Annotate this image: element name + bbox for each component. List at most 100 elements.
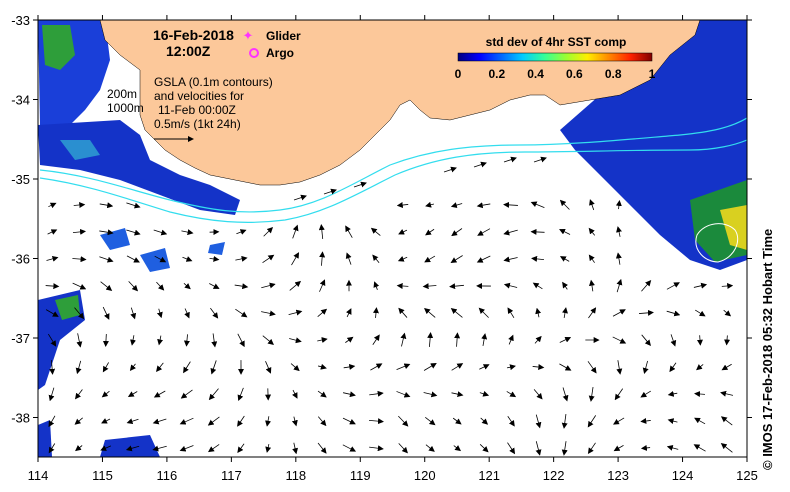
velocity-arrow (666, 444, 679, 451)
velocity-arrow (368, 418, 384, 425)
velocity-arrow (454, 332, 461, 347)
velocity-arrow (182, 256, 193, 262)
velocity-arrow (613, 445, 624, 452)
velocity-arrow (503, 229, 518, 236)
velocity-arrow (721, 363, 732, 371)
velocity-arrow (75, 360, 82, 375)
velocity-arrow (425, 444, 435, 452)
velocity-arrow (99, 256, 114, 263)
velocity-arrow (640, 390, 651, 398)
velocity-arrow (74, 417, 83, 425)
velocity-arrow (530, 201, 545, 208)
velocity-arrow (100, 281, 113, 291)
velocity-arrow (153, 390, 166, 398)
velocity-arrow (559, 363, 572, 371)
velocity-arrow (45, 309, 59, 317)
velocity-arrow (424, 307, 436, 318)
velocity-arrow (346, 308, 352, 318)
isobath-200m-label: 200m (107, 87, 137, 101)
velocity-arrow (153, 229, 168, 236)
velocity-arrow (616, 360, 623, 375)
velocity-arrow (400, 332, 407, 347)
velocity-arrow (562, 387, 569, 402)
velocity-arrow (396, 391, 411, 398)
map-date: 16-Feb-2018 (153, 27, 234, 43)
velocity-arrow (667, 418, 678, 425)
copyright-credit: © IMOS 17-Feb-2018 05:32 Hobart Time (760, 228, 775, 470)
velocity-arrow (425, 417, 436, 426)
latitude-axis: -33 -34 -35 -36 -37 -38 (11, 13, 752, 426)
velocity-arrow (102, 362, 109, 373)
velocity-arrow (130, 307, 137, 320)
velocity-arrow (479, 443, 489, 453)
velocity-arrow (696, 335, 703, 346)
velocity-arrow (342, 444, 357, 452)
velocity-arrow (398, 415, 409, 427)
velocity-arrow (423, 362, 437, 371)
velocity-arrow (507, 416, 515, 427)
velocity-arrow (265, 361, 272, 374)
velocity-arrow (157, 335, 164, 346)
velocity-arrow (179, 417, 194, 425)
velocity-arrow (398, 229, 408, 235)
velocity-arrow (289, 280, 302, 291)
velocity-arrow (666, 282, 680, 290)
velocity-arrow (423, 391, 438, 398)
gsla-note-line4: 0.5m/s (1kt 24h) (154, 117, 241, 131)
velocity-arrow (152, 445, 167, 452)
velocity-arrow (48, 333, 57, 347)
velocity-arrow (503, 201, 518, 208)
velocity-arrow (74, 307, 85, 320)
colorbar-tick-label: 0.2 (488, 67, 505, 81)
velocity-arrow (614, 388, 624, 401)
velocity-arrow (343, 363, 356, 370)
sst-data-field (38, 20, 747, 457)
isobath-1000m-line (39, 139, 747, 223)
velocity-arrow (503, 156, 517, 163)
velocity-arrow (126, 229, 141, 236)
velocity-arrow (184, 308, 190, 319)
velocity-arrow (507, 442, 516, 455)
velocity-arrow (476, 255, 491, 263)
x-tick-label: 120 (414, 468, 436, 483)
velocity-arrow (183, 283, 191, 290)
y-tick-label: -38 (11, 411, 30, 426)
velocity-arrow (237, 443, 245, 454)
velocity-arrow (587, 415, 597, 428)
velocity-arrow (154, 255, 167, 263)
velocity-arrow (102, 333, 109, 348)
x-tick-label: 121 (478, 468, 500, 483)
velocity-arrow (559, 199, 570, 210)
velocity-arrow (75, 389, 83, 400)
velocity-arrow (318, 224, 325, 239)
velocity-arrow (293, 194, 307, 201)
velocity-arrow (587, 442, 596, 455)
velocity-arrow (345, 225, 353, 238)
velocity-arrow (535, 414, 542, 429)
velocity-arrow (532, 364, 545, 371)
velocity-arrow (559, 256, 570, 262)
velocity-arrow (48, 202, 57, 209)
velocity-arrow (398, 307, 408, 318)
velocity-arrow (398, 443, 408, 454)
velocity-arrow (670, 334, 677, 347)
colorbar-title: std dev of 4hr SST comp (486, 35, 627, 49)
velocity-arrow (126, 255, 140, 263)
velocity-arrow (532, 282, 543, 290)
velocity-arrow (397, 256, 408, 262)
velocity-arrow (641, 280, 652, 292)
velocity-arrow (559, 336, 572, 343)
velocity-arrow (156, 362, 164, 372)
velocity-arrow (396, 282, 409, 289)
velocity-arrow (667, 390, 678, 397)
velocity-arrow (76, 333, 83, 348)
velocity-arrow (531, 255, 544, 262)
velocity-arrow (49, 360, 56, 375)
velocity-arrow (451, 363, 464, 371)
velocity-arrow (723, 309, 732, 317)
velocity-arrow (317, 416, 327, 427)
velocity-arrow (102, 306, 110, 320)
velocity-arrow (503, 282, 518, 289)
velocity-arrow (265, 443, 272, 453)
velocity-arrow (396, 363, 411, 371)
